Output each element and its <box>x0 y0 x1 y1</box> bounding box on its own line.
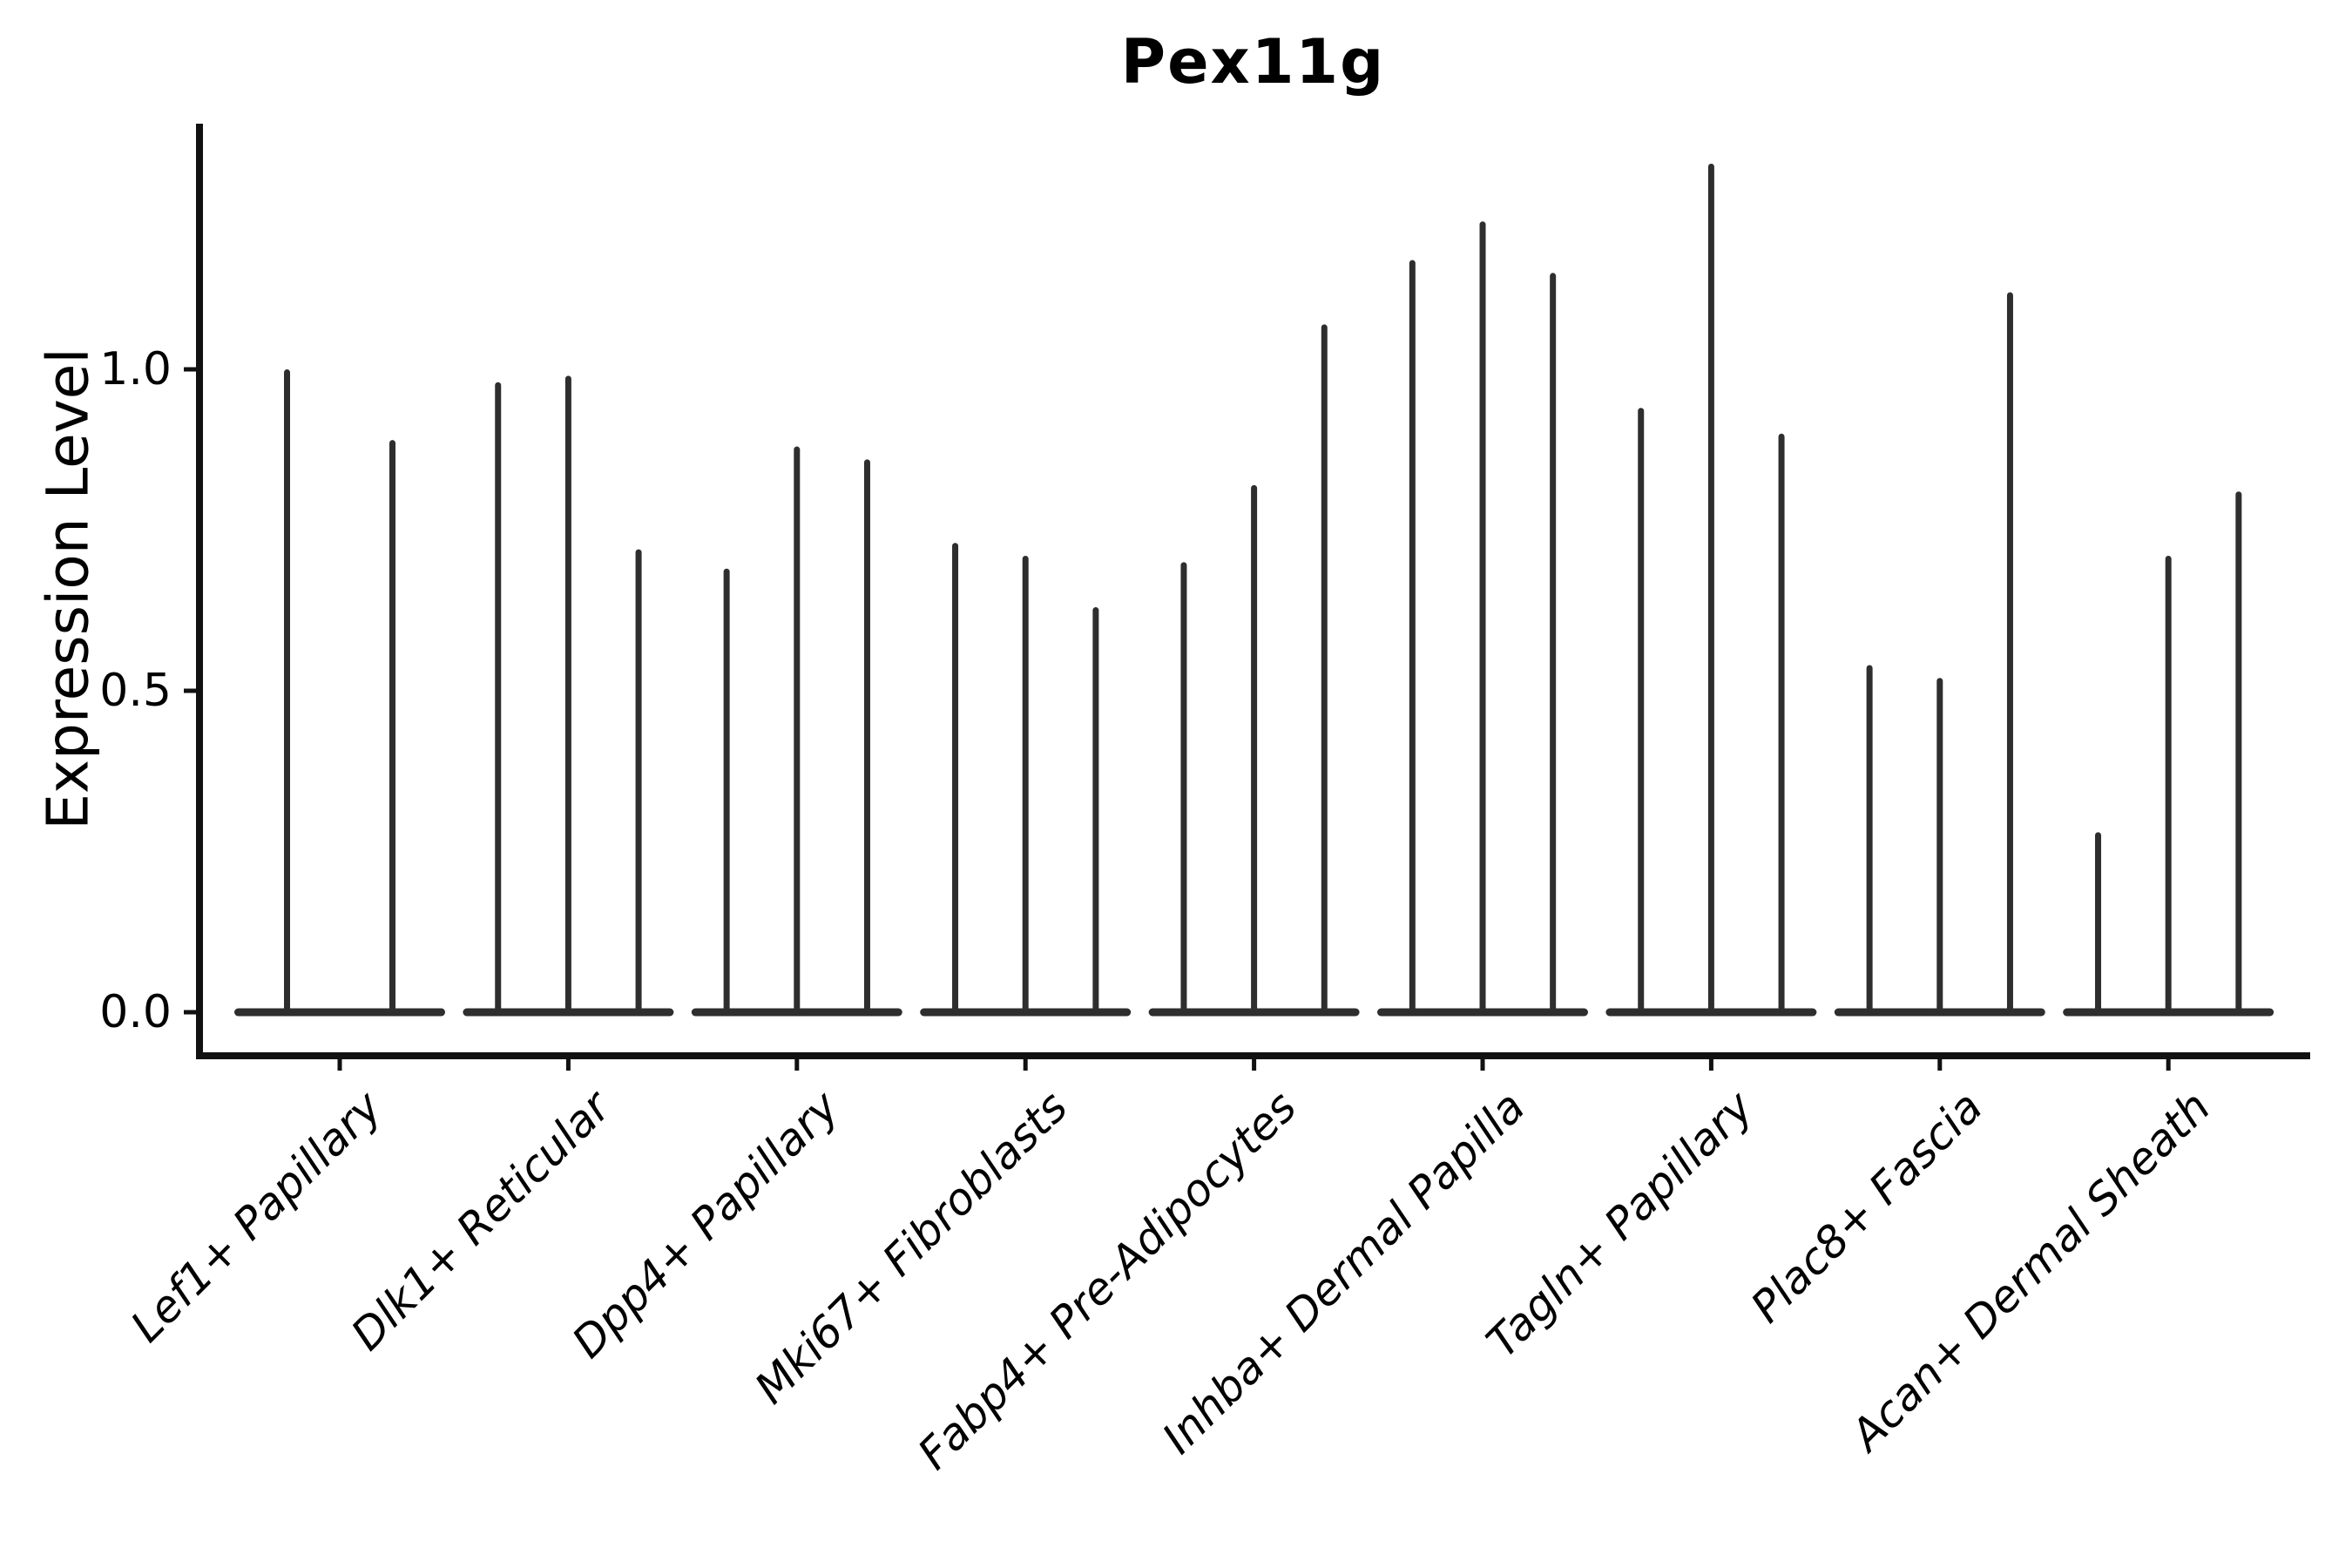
y-tick-label: 0.0 <box>99 986 172 1038</box>
violin-spike <box>2095 832 2102 1015</box>
y-tick-label: 1.0 <box>99 343 172 395</box>
violin-body-baseline <box>234 1008 445 1017</box>
x-axis-spine <box>196 1052 2310 1059</box>
violin-spike <box>495 382 502 1015</box>
x-tick-mark <box>565 1059 571 1071</box>
y-tick-mark <box>184 1010 196 1015</box>
violin-spike <box>952 543 959 1015</box>
violin-spike <box>794 446 801 1015</box>
x-tick-mark <box>1708 1059 1713 1071</box>
violin-spike <box>564 375 571 1015</box>
violin-spike <box>1180 562 1187 1015</box>
violin-spike <box>2165 556 2172 1015</box>
y-axis-label: Expression Level <box>34 348 102 830</box>
y-axis-spine <box>196 124 203 1059</box>
violin-spike <box>389 440 395 1015</box>
y-tick-label: 0.5 <box>99 665 172 717</box>
violin-spike <box>1638 408 1645 1015</box>
violin-spike <box>635 549 642 1015</box>
x-tick-mark <box>1480 1059 1485 1071</box>
x-tick-mark <box>1023 1059 1028 1071</box>
violin-spike <box>1778 433 1785 1015</box>
violin-spike <box>1479 221 1486 1015</box>
x-tick-mark <box>1937 1059 1943 1071</box>
violin-spike <box>2006 292 2013 1015</box>
violin-spike <box>2235 491 2242 1015</box>
x-tick-mark <box>337 1059 342 1071</box>
violin-spike <box>1936 678 1943 1015</box>
x-tick-mark <box>1252 1059 1257 1071</box>
violin-spike <box>863 459 870 1015</box>
y-tick-mark <box>184 688 196 693</box>
y-tick-mark <box>184 367 196 372</box>
violin-spike <box>1866 665 1873 1015</box>
violin-spike <box>284 369 290 1015</box>
violin-spike <box>1707 163 1714 1016</box>
violin-spike <box>1321 324 1328 1016</box>
violin-spike <box>1092 607 1099 1015</box>
violin-spike <box>1409 260 1416 1015</box>
x-tick-mark <box>794 1059 800 1071</box>
x-tick-mark <box>2166 1059 2171 1071</box>
violin-spike <box>1550 273 1557 1015</box>
violin-spike <box>1022 556 1029 1015</box>
plot-title: Pex11g <box>1120 26 1386 98</box>
violin-spike <box>723 568 730 1015</box>
violin-spike <box>1251 484 1258 1015</box>
